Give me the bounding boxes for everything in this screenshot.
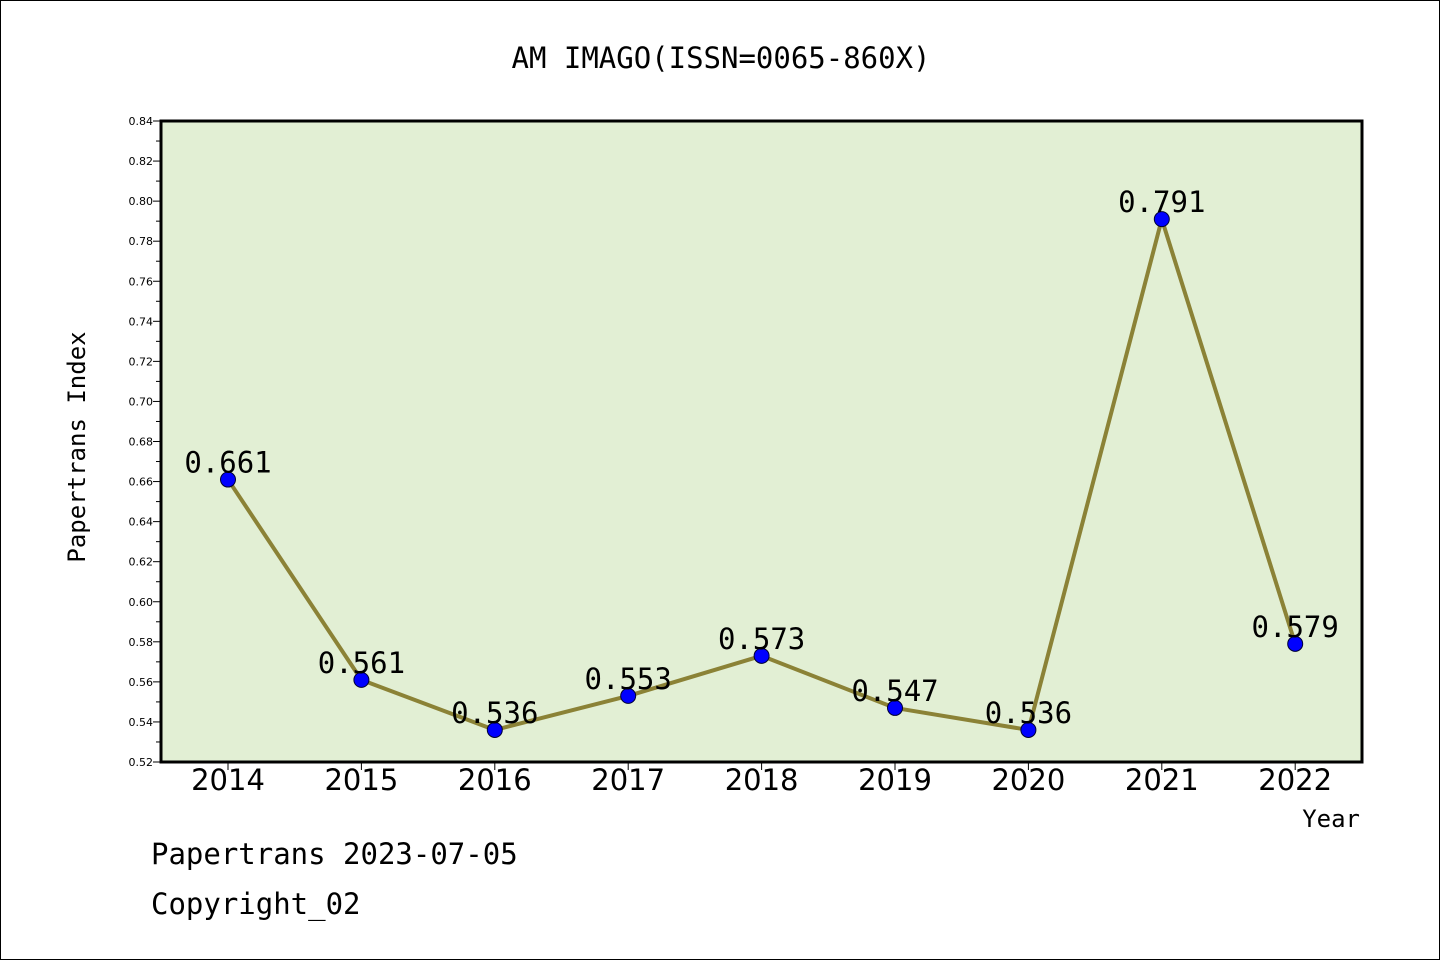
- x-axis: 2014 2015 2016 2017 2018 2019 2020 2021 2022: [191, 762, 1332, 797]
- y-tick-label: 0.66: [129, 476, 154, 489]
- x-tick-label: 2016: [458, 763, 532, 797]
- y-tick-label: 0.64: [129, 516, 154, 529]
- data-point: [353, 671, 370, 688]
- data-label: 0.573: [718, 622, 805, 656]
- x-tick-label: 2020: [991, 763, 1065, 797]
- y-tick-label: 0.78: [129, 235, 154, 248]
- footer-date: Papertrans 2023-07-05: [151, 837, 518, 871]
- y-tick-label: 0.80: [129, 195, 154, 208]
- y-tick-label: 0.58: [129, 636, 154, 649]
- x-tick-label: 2022: [1258, 763, 1332, 797]
- data-points: [220, 211, 1304, 738]
- y-tick-label: 0.70: [129, 395, 154, 408]
- y-tick-label: 0.84: [129, 115, 154, 128]
- data-label: 0.791: [1118, 185, 1205, 219]
- chart-title: AM IMAGO(ISSN=0065-860X): [511, 41, 930, 75]
- data-label: 0.536: [451, 696, 538, 730]
- x-tick-label: 2015: [324, 763, 398, 797]
- y-tick-label: 0.62: [129, 556, 154, 569]
- y-tick-label: 0.82: [129, 155, 154, 168]
- data-labels: 0.661 0.561 0.536 0.553 0.573 0.547 0.536 0.791…: [184, 185, 1339, 730]
- data-point: [1287, 635, 1304, 652]
- data-point: [620, 687, 637, 704]
- y-tick-label: 0.52: [129, 756, 154, 769]
- data-point: [220, 471, 236, 488]
- data-label: 0.553: [585, 662, 672, 696]
- data-label: 0.547: [851, 674, 938, 708]
- data-point: [887, 699, 903, 716]
- x-axis-label: Year: [1302, 805, 1360, 833]
- footer-copyright: Copyright_02: [151, 887, 361, 921]
- data-point: [486, 721, 503, 738]
- y-tick-label: 0.56: [129, 676, 154, 689]
- y-axis: 0.52 0.54 0.56 0.58 0.60 0.62 0.64 0.66 0.68 0.70…: [129, 115, 161, 769]
- data-label: 0.536: [985, 696, 1072, 730]
- x-tick-label: 2018: [725, 763, 799, 797]
- data-point: [753, 647, 770, 664]
- data-point: [1153, 211, 1170, 228]
- data-point: [1020, 721, 1037, 738]
- y-axis-label: Papertrans Index: [63, 331, 91, 562]
- data-label: 0.561: [318, 646, 405, 680]
- y-tick-label: 0.60: [129, 596, 154, 609]
- x-tick-label: 2017: [591, 763, 665, 797]
- data-label: 0.661: [184, 446, 271, 480]
- x-tick-label: 2021: [1125, 763, 1199, 797]
- y-tick-label: 0.68: [129, 436, 154, 449]
- x-tick-label: 2014: [191, 763, 265, 797]
- y-tick-label: 0.74: [129, 315, 154, 328]
- data-label: 0.579: [1252, 610, 1339, 644]
- y-tick-label: 0.54: [129, 716, 154, 729]
- y-tick-label: 0.76: [129, 275, 154, 288]
- y-tick-label: 0.72: [129, 355, 154, 368]
- x-tick-label: 2019: [858, 763, 932, 797]
